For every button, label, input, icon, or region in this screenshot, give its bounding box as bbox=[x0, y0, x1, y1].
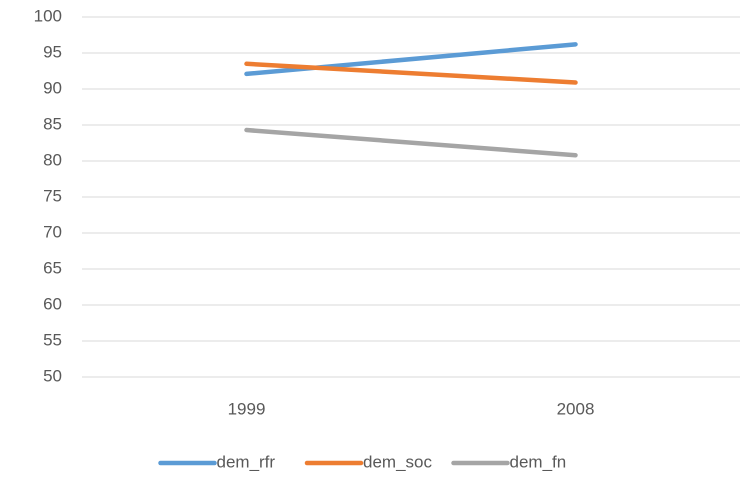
y-tick-label: 90 bbox=[43, 78, 62, 97]
y-tick-label: 85 bbox=[43, 114, 62, 133]
y-tick-label: 65 bbox=[43, 258, 62, 277]
y-tick-label: 55 bbox=[43, 330, 62, 349]
y-tick-label: 100 bbox=[34, 6, 62, 25]
y-tick-label: 80 bbox=[43, 150, 62, 169]
legend-label: dem_rfr bbox=[217, 452, 276, 471]
series-line bbox=[244, 61, 578, 85]
y-tick-label: 75 bbox=[43, 186, 62, 205]
series-line bbox=[244, 127, 578, 158]
y-tick-label: 50 bbox=[43, 366, 62, 385]
y-tick-label: 70 bbox=[43, 222, 62, 241]
y-tick-label: 60 bbox=[43, 294, 62, 313]
x-tick-label: 1999 bbox=[228, 399, 266, 418]
x-tick-label: 2008 bbox=[557, 399, 595, 418]
series-line bbox=[244, 42, 578, 77]
legend-label: dem_fn bbox=[510, 452, 567, 471]
y-tick-label: 95 bbox=[43, 42, 62, 61]
legend-label: dem_soc bbox=[363, 452, 432, 471]
